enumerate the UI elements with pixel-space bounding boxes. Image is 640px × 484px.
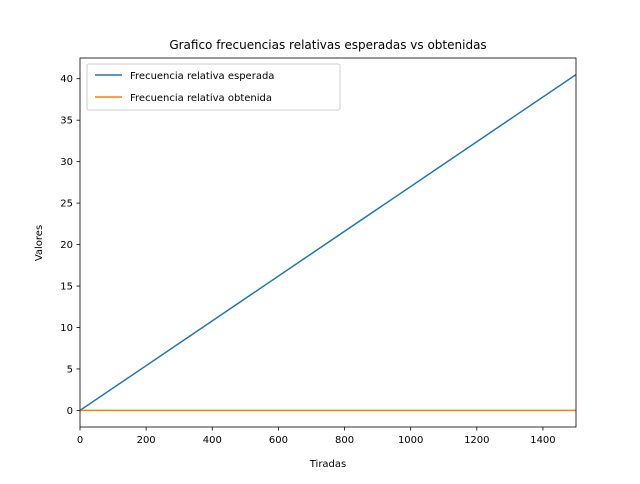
chart-title: Grafico frecuencias relativas esperadas … xyxy=(169,38,486,52)
x-tick-label: 1000 xyxy=(398,435,423,446)
y-tick-label: 5 xyxy=(67,364,73,375)
y-tick-label: 35 xyxy=(60,116,73,127)
y-tick-label: 25 xyxy=(60,199,73,210)
legend-frame xyxy=(86,63,341,111)
y-tick-label: 15 xyxy=(60,282,73,293)
y-tick-label: 40 xyxy=(60,74,73,85)
x-tick-label: 1200 xyxy=(464,435,489,446)
series-line-frecuencia-relativa-esperada xyxy=(80,73,576,412)
x-tick-label: 400 xyxy=(203,435,222,446)
legend-label-esperada: Frecuencia relativa esperada xyxy=(130,71,274,82)
plot-area: 0 200 400 600 800 1000 1200 1400 0 5 10 15 20 25 30 35 4… xyxy=(60,57,577,446)
x-tick-label: 800 xyxy=(335,435,354,446)
legend-label-obtenida: Frecuencia relativa obtenida xyxy=(130,93,272,104)
legend: Frecuencia relativa esperada Frecuencia … xyxy=(86,63,341,111)
y-tick-label: 30 xyxy=(60,157,73,168)
axes-frame xyxy=(79,57,577,428)
y-tick-label: 0 xyxy=(67,406,73,417)
x-tick-label: 1400 xyxy=(530,435,555,446)
y-axis-label: Valores xyxy=(34,225,45,261)
x-axis-label: Tiradas xyxy=(309,459,347,470)
y-tick-label: 20 xyxy=(60,240,73,251)
x-tick-label: 0 xyxy=(77,435,83,446)
x-tick-label: 600 xyxy=(269,435,288,446)
x-tick-label: 200 xyxy=(137,435,156,446)
y-tick-label: 10 xyxy=(60,323,73,334)
